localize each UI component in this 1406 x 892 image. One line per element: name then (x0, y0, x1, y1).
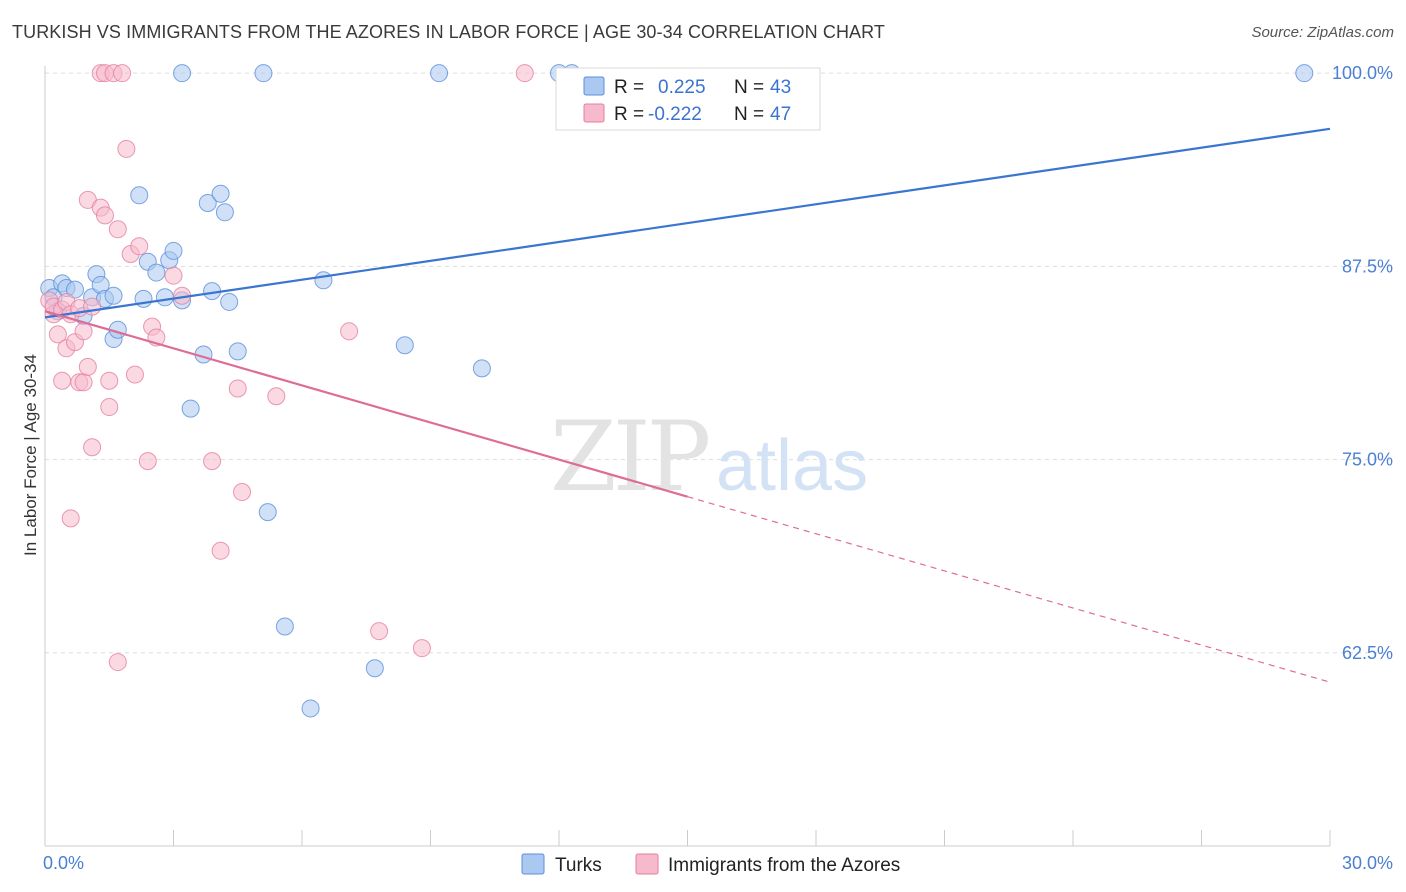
turks-point (215, 203, 234, 222)
turks-trend-line (44, 127, 1331, 319)
azores-point (78, 357, 97, 376)
turks-point (173, 64, 192, 83)
turks-r-value: 0.225 (658, 77, 706, 98)
azores-point (340, 322, 359, 341)
turks-point (1295, 64, 1314, 83)
grid-lines (45, 72, 1390, 654)
watermark-zip: ZIP (550, 401, 709, 513)
turks-point (104, 286, 123, 305)
x-tick-label: 0.0% (43, 853, 84, 873)
azores-point (267, 387, 286, 406)
stats-legend: R = 0.225 N = 43 R = -0.222 N = 47 (555, 67, 821, 131)
bottom-legend-turks-label: Turks (555, 855, 602, 876)
azores-point (95, 206, 114, 225)
turks-point (430, 64, 449, 83)
trend-lines (44, 127, 1331, 683)
azores-point (117, 139, 136, 158)
y-tick-label: 62.5% (1342, 643, 1393, 663)
turks-point (155, 288, 174, 307)
azores-point (74, 322, 93, 341)
bottom-legend: Turks Immigrants from the Azores (521, 853, 900, 876)
azores-point (138, 452, 157, 471)
turks-point (365, 659, 384, 678)
turks-point (301, 699, 320, 718)
turks-point (220, 292, 239, 311)
data-points (40, 64, 1314, 718)
turks-n-value: 43 (770, 77, 791, 98)
turks-r-label: R = (614, 77, 644, 98)
turks-point (395, 336, 414, 355)
bottom-legend-turks-swatch (521, 853, 545, 875)
azores-point (100, 371, 119, 390)
azores-r-label: R = (614, 104, 644, 125)
turks-point (258, 503, 277, 522)
azores-r-value: -0.222 (648, 104, 702, 125)
turks-point (65, 280, 84, 299)
y-axis-label: In Labor Force | Age 30-34 (21, 354, 40, 556)
azores-point (108, 653, 127, 672)
turks-point (181, 399, 200, 418)
azores-point (125, 365, 144, 384)
azores-point (211, 541, 230, 560)
turks-point (254, 64, 273, 83)
y-tick-label: 75.0% (1342, 450, 1393, 470)
azores-point (515, 64, 534, 83)
azores-point (233, 483, 252, 502)
azores-point (100, 398, 119, 417)
azores-n-value: 47 (770, 104, 791, 125)
tick-labels: 62.5% 75.0% 87.5% 100.0% 0.0% 30.0% (43, 63, 1393, 873)
chart-source: Source: ZipAtlas.com (1251, 24, 1394, 41)
azores-legend-swatch (583, 103, 605, 123)
azores-point (61, 509, 80, 528)
turks-point (164, 241, 183, 260)
bottom-legend-azores-swatch (635, 853, 659, 875)
azores-point (83, 438, 102, 457)
turks-point (147, 263, 166, 282)
azores-point (83, 297, 102, 316)
x-tick-label: 30.0% (1342, 853, 1393, 873)
azores-trend-line-extension (687, 496, 1331, 683)
azores-point (48, 325, 67, 344)
turks-point (198, 194, 217, 213)
y-tick-label: 100.0% (1332, 63, 1393, 83)
azores-trend-line (44, 310, 688, 498)
turks-point (275, 617, 294, 636)
turks-legend-swatch (583, 76, 605, 96)
y-tick-label: 87.5% (1342, 256, 1393, 276)
azores-point (108, 220, 127, 239)
azores-point (370, 622, 389, 641)
turks-point (472, 359, 491, 378)
turks-point (130, 186, 149, 205)
azores-n-label: N = (734, 104, 764, 125)
bottom-legend-azores-label: Immigrants from the Azores (668, 855, 900, 876)
turks-point (211, 184, 230, 203)
azores-point (53, 371, 72, 390)
azores-point (228, 379, 247, 398)
azores-point (74, 373, 93, 392)
azores-point (130, 237, 149, 256)
turks-n-label: N = (734, 77, 764, 98)
azores-point (113, 64, 132, 83)
axes (44, 66, 1331, 847)
chart-title: TURKISH VS IMMIGRANTS FROM THE AZORES IN… (12, 22, 886, 42)
turks-point (228, 342, 247, 361)
turks-point (314, 271, 333, 290)
azores-point (203, 452, 222, 471)
azores-point (412, 639, 431, 658)
watermark-atlas: atlas (716, 426, 868, 506)
azores-point (164, 266, 183, 285)
